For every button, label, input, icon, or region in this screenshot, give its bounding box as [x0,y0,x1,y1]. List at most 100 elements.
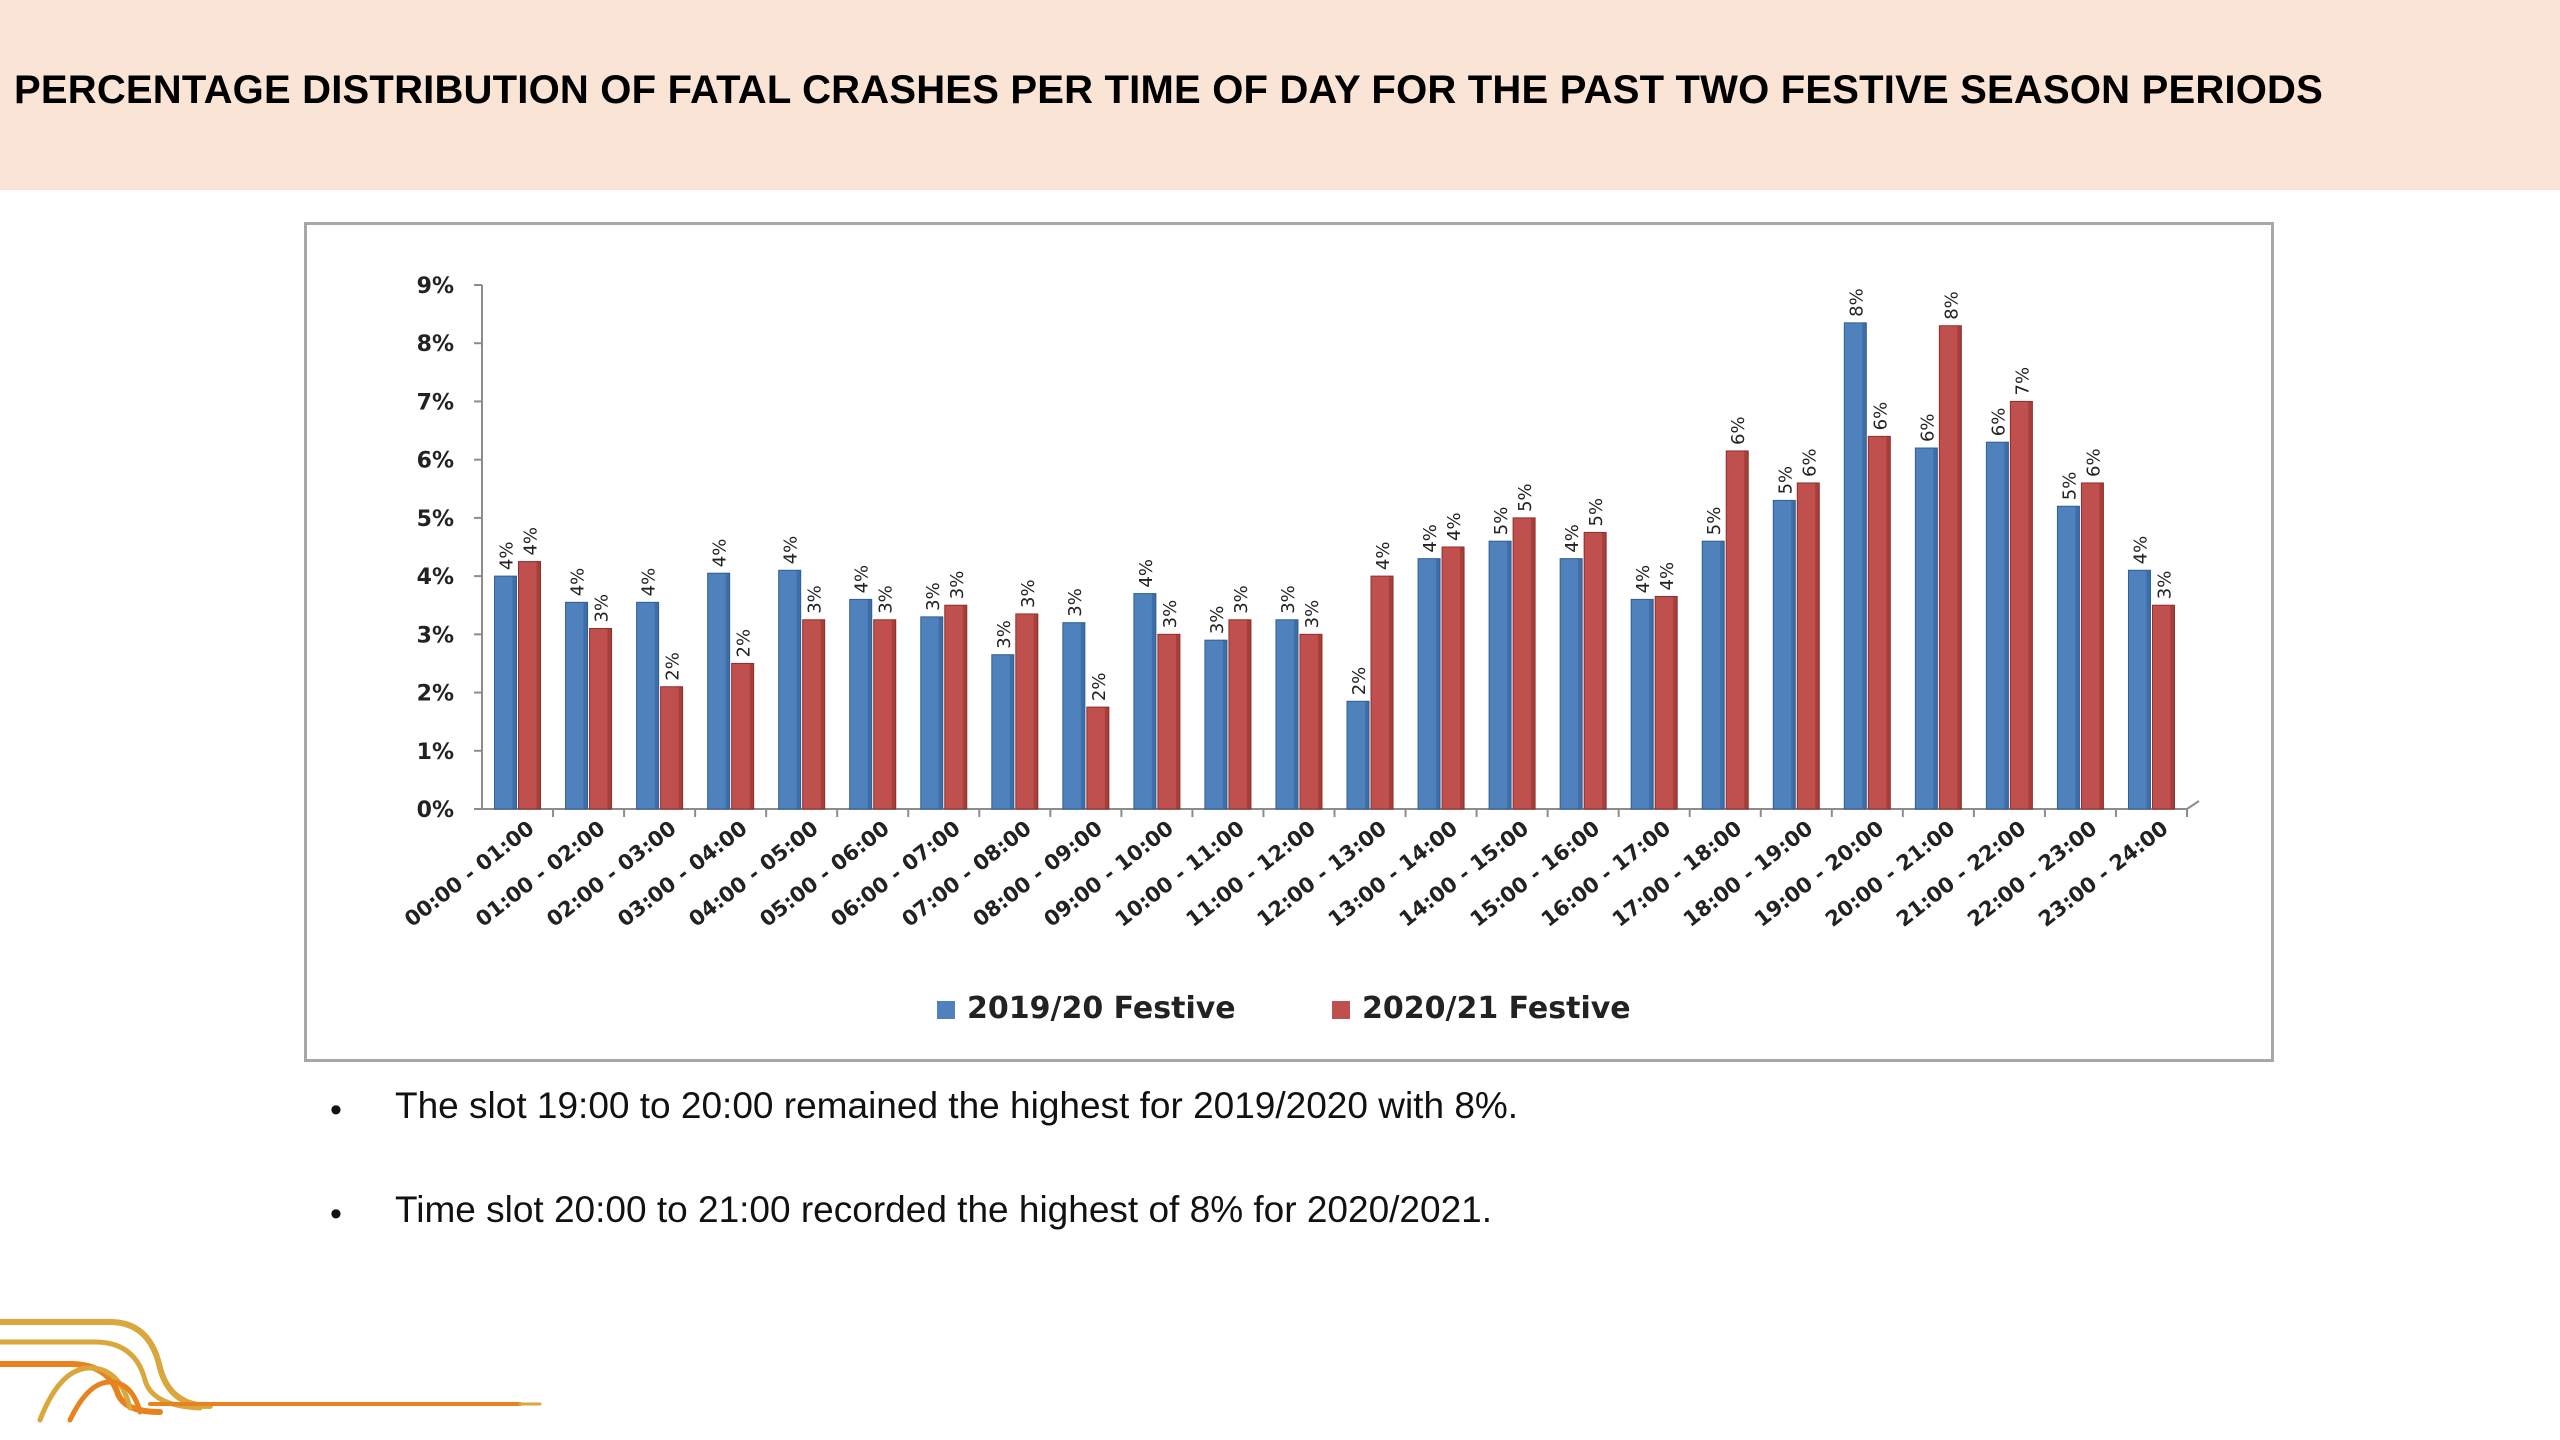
data-label: 8% [1941,291,1962,320]
bar-shade [1365,701,1370,809]
bar [1062,622,1086,810]
bar [1275,619,1299,810]
data-label: 6% [1917,413,1938,442]
bar-shade [1460,547,1465,809]
data-label: 4% [639,568,660,597]
bar-shade [938,616,943,809]
bullet-dot: • [330,1091,342,1129]
legend-label: 2020/21 Festive [1362,991,1631,1026]
bar-shade [1507,541,1512,809]
data-label: 2% [1349,667,1370,696]
data-label: 4% [781,536,802,565]
bar-shade [1246,619,1251,809]
bar-shade [654,602,659,809]
y-tick-label: 8% [417,332,454,357]
x-tick-label: 05:00 - 06:00 [755,816,894,932]
x-tick-label: 03:00 - 04:00 [613,816,752,932]
data-label: 4% [710,539,731,568]
y-tick-label: 1% [417,740,454,765]
bar-shade [725,573,730,809]
y-tick-label: 5% [417,507,454,532]
data-label: 6% [1988,408,2009,437]
data-label: 5% [1491,507,1512,536]
data-label: 3% [923,582,944,611]
data-label: 4% [1136,559,1157,588]
data-label: 6% [1728,416,1749,445]
bar-shade [2028,401,2033,809]
y-tick-label: 4% [417,565,454,590]
y-tick-label: 2% [417,682,454,707]
bar-shade [1862,322,1867,809]
x-tick-label: 01:00 - 02:00 [471,816,610,932]
bar-shade [2004,442,2009,809]
data-label: 3% [1231,585,1252,614]
x-tick-label: 08:00 - 09:00 [968,816,1107,932]
data-label: 3% [1018,579,1039,608]
bar-shade [1436,558,1441,809]
bar-shade [796,570,801,809]
bar-shade [891,619,896,809]
bar-shade [867,599,872,809]
bullet-list: • The slot 19:00 to 20:00 remained the h… [330,1085,2230,1293]
bar-shade [962,605,967,809]
x-tick-label: 12:00 - 13:00 [1253,816,1392,932]
data-label: 4% [1420,524,1441,553]
bar-shade [820,619,825,809]
data-label: 8% [1846,288,1867,317]
data-label: 5% [1704,507,1725,536]
bullet-dot: • [330,1195,342,1233]
x-tick-label: 09:00 - 10:00 [1039,816,1178,932]
data-label: 2% [1089,673,1110,702]
data-label: 3% [805,585,826,614]
bar-shade [749,663,754,809]
bar-shade [1104,707,1109,809]
bar-shade [1317,634,1322,809]
x-tick-label: 23:00 - 24:00 [2034,816,2173,932]
bar-shade [2075,506,2080,809]
bar-shade [678,686,683,809]
y-tick-label: 9% [417,274,454,299]
x-tick-label: 11:00 - 12:00 [1182,816,1321,932]
road-logo-icon [0,1319,542,1423]
bar-shade [1222,640,1227,809]
bar [1086,706,1110,810]
x-tick-label: 13:00 - 14:00 [1324,816,1463,932]
legend-swatch [1332,1001,1350,1019]
bullet-item: • Time slot 20:00 to 21:00 recorded the … [330,1189,2230,1293]
data-label: 3% [1160,600,1181,629]
y-tick-label: 7% [417,390,454,415]
data-label: 4% [2130,536,2151,565]
x-tick-label: 21:00 - 22:00 [1892,816,2031,932]
data-label: 3% [1065,588,1086,617]
bar-shade [1673,596,1678,809]
bar-shade [1957,325,1962,809]
data-label: 3% [876,585,897,614]
legend-swatch [937,1001,955,1019]
bullet-item: • The slot 19:00 to 20:00 remained the h… [330,1085,2230,1189]
bar-shade [1886,436,1891,809]
bullet-text: The slot 19:00 to 20:00 remained the hig… [395,1085,1519,1126]
bar-shade [2099,482,2104,809]
x-tick-label: 02:00 - 03:00 [542,816,681,932]
data-label: 4% [1444,512,1465,541]
bar-shade [1531,517,1536,809]
data-label: 2% [734,629,755,658]
data-label: 4% [852,565,873,594]
bar-shade [512,576,517,809]
bar-shade [1175,634,1180,809]
data-label: 4% [1562,524,1583,553]
y-tick-label: 6% [417,449,454,474]
data-label: 3% [2154,571,2175,600]
bar-shade [536,561,541,809]
x-tick-label: 04:00 - 05:00 [684,816,823,932]
data-label: 5% [1515,483,1536,512]
bar-shade [1389,576,1394,809]
bar-shade [1080,622,1085,809]
data-label: 4% [521,527,542,556]
x-tick-label: 00:00 - 01:00 [400,816,539,932]
x-tick-label: 19:00 - 20:00 [1750,816,1889,932]
bar [731,662,755,810]
x-tick-label: 22:00 - 23:00 [1963,816,2102,932]
data-label: 5% [1775,466,1796,495]
data-label: 4% [568,568,589,597]
